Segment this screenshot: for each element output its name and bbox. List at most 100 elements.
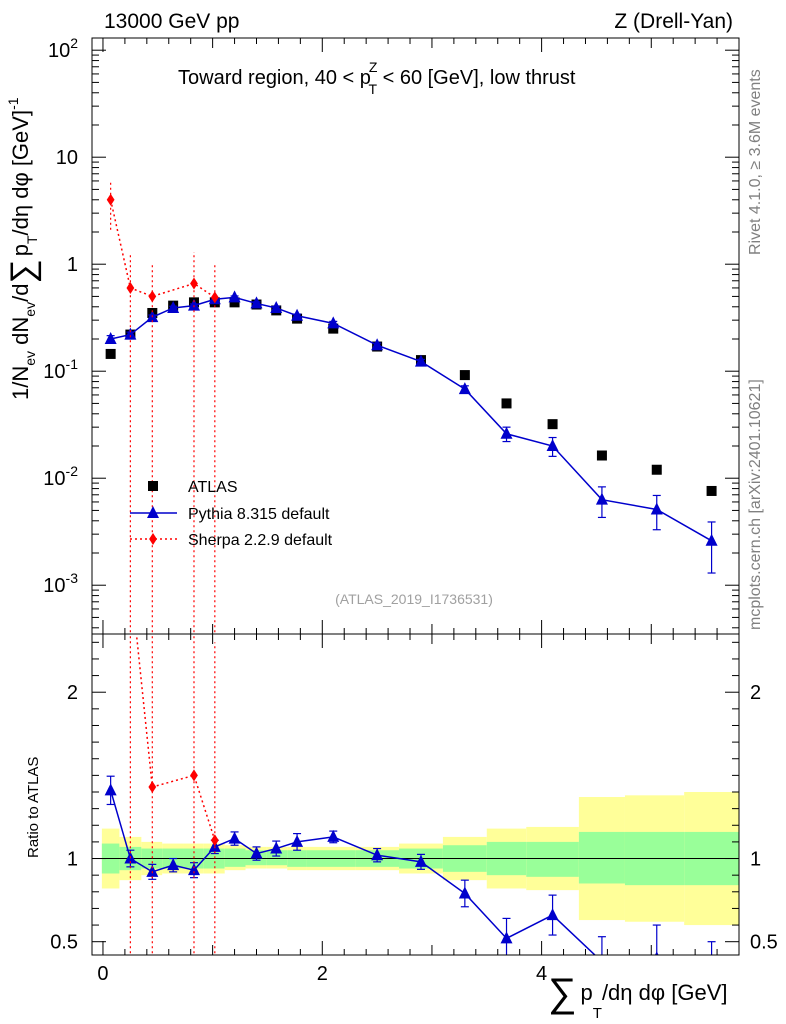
square-point xyxy=(459,370,470,381)
square-point xyxy=(105,348,116,359)
legend-marker xyxy=(148,481,158,491)
triangle-ratio-point xyxy=(601,954,603,955)
green-band xyxy=(578,831,625,884)
triangle-ratio-point xyxy=(414,854,427,867)
square-point xyxy=(547,419,558,430)
triangle-point xyxy=(104,331,117,344)
y-tick-label: 1 xyxy=(67,254,78,276)
square-point xyxy=(229,297,240,308)
diamond-point xyxy=(210,291,219,304)
mcplots-label: mcplots.cern.ch [arXiv:2401.10621] xyxy=(747,379,764,630)
triangle-point xyxy=(167,300,180,313)
triangle-point xyxy=(546,438,559,451)
series-triangle xyxy=(104,290,718,574)
legend-label: Pythia 8.315 default xyxy=(188,506,330,523)
diamond-series-line xyxy=(109,199,216,298)
triangle-point xyxy=(124,327,137,340)
x-tick-label: 4 xyxy=(536,963,547,985)
ratio-y-tick-label: 1 xyxy=(67,849,78,871)
main-panel: Toward region, 40 < pZ T < 60 [GeV], low … xyxy=(4,35,740,635)
triangle-point xyxy=(414,354,427,367)
triangle-ratio-point xyxy=(270,841,283,854)
diamond-point xyxy=(190,277,198,290)
green-band xyxy=(224,848,246,867)
triangle-ratio-point xyxy=(327,829,340,842)
x-tick-label: 0 xyxy=(97,963,108,985)
diamond-point xyxy=(148,290,157,303)
diamond-ratio-point xyxy=(210,834,219,847)
triangle-ratio-point xyxy=(250,846,263,859)
y-tick-label: 10-2 xyxy=(43,463,78,490)
triangle-series-line xyxy=(110,296,712,542)
square-point xyxy=(328,323,339,334)
main-data-layer xyxy=(104,180,718,634)
ratio-y-tick-label-right: 0.5 xyxy=(750,932,778,954)
triangle-point xyxy=(250,296,263,309)
analysis-label: (ATLAS_2019_I1736531) xyxy=(335,591,493,607)
legend-label: ATLAS xyxy=(188,479,238,496)
header-right: Z (Drell-Yan) xyxy=(614,10,733,33)
diamond-ratio-point xyxy=(148,781,157,794)
triangle-ratio-point xyxy=(187,863,200,876)
triangle-point xyxy=(291,308,304,321)
ratio-y-tick-label-right: 1 xyxy=(750,849,761,871)
triangle-ratio-point xyxy=(706,968,718,980)
square-point xyxy=(651,464,662,475)
series-diamond xyxy=(106,180,219,634)
y-tick-label: 10-3 xyxy=(43,570,78,597)
series-square xyxy=(105,297,717,496)
triangle-point xyxy=(187,298,200,311)
triangle-point xyxy=(228,290,241,303)
diamond-point xyxy=(106,193,115,206)
triangle-ratio-point xyxy=(167,858,180,871)
y-tick-label: 102 xyxy=(48,35,78,62)
triangle-ratio-point xyxy=(146,864,159,877)
green-band xyxy=(526,841,579,877)
triangle-ratio-point xyxy=(371,848,384,861)
triangle-point xyxy=(458,382,471,395)
main-axes: 10-3 10-2 10-1 1 10 102 xyxy=(43,35,740,635)
triangle-point xyxy=(327,316,340,329)
triangle-ratio-point xyxy=(458,886,471,899)
square-point xyxy=(596,450,607,461)
ratio-data-layer xyxy=(92,634,739,980)
ratio-axes: 0.5 0.5 1 1 2 2 0 2 4 xyxy=(50,633,778,985)
ratio-y-axis-label: Ratio to ATLAS xyxy=(25,757,42,858)
triangle-ratio-point xyxy=(654,951,659,955)
triangle-ratio-point xyxy=(500,931,513,944)
x-axis-label: ∑ pT/dη dφ [GeV] xyxy=(548,971,728,1022)
legend-marker xyxy=(147,506,159,518)
legend-label: Sherpa 2.2.9 default xyxy=(188,532,333,549)
triangle-point xyxy=(270,300,283,313)
header-left: 13000 GeV pp xyxy=(104,10,239,33)
triangle-point xyxy=(705,533,718,546)
ratio-y-tick-label: 0.5 xyxy=(50,932,78,954)
square-point xyxy=(706,485,717,496)
ratio-frame xyxy=(91,633,740,956)
legend: ATLAS Pythia 8.315 default Sherpa 2.2.9 de… xyxy=(130,479,333,549)
triangle-ratio-point xyxy=(228,831,241,844)
ratio-series-diamond xyxy=(129,634,219,955)
ratio-y-tick-label: 2 xyxy=(67,682,78,704)
triangle-point xyxy=(371,338,384,351)
legend-marker xyxy=(149,533,157,545)
triangle-ratio-point xyxy=(546,908,559,921)
green-band xyxy=(266,850,288,866)
triangle-ratio-point xyxy=(104,783,117,796)
square-point xyxy=(501,398,512,409)
y-tick-label: 10-1 xyxy=(43,356,78,383)
diamond-ratio-point xyxy=(190,769,198,782)
triangle-point xyxy=(650,502,663,515)
x-tick-label: 2 xyxy=(317,963,328,985)
main-y-axis-label: 1/Nev dNev/d∑pT/dη dφ [GeV]-1 xyxy=(4,97,42,400)
triangle-point xyxy=(595,492,608,505)
ratio-panel: 0.5 0.5 1 1 2 2 0 2 4 Ratio to ATLAS ∑ pT/dη dφ [… xyxy=(25,633,778,1022)
triangle-point xyxy=(500,426,513,439)
triangle-ratio-point xyxy=(291,834,304,847)
main-title: Toward region, 40 < pZ T < 60 [GeV], low … xyxy=(178,59,576,97)
ratio-y-tick-label-right: 2 xyxy=(750,682,761,704)
rivet-version-label: Rivet 4.1.0, ≥ 3.6M events xyxy=(747,69,764,255)
diamond-point xyxy=(126,281,135,294)
y-tick-label: 10 xyxy=(56,147,78,169)
